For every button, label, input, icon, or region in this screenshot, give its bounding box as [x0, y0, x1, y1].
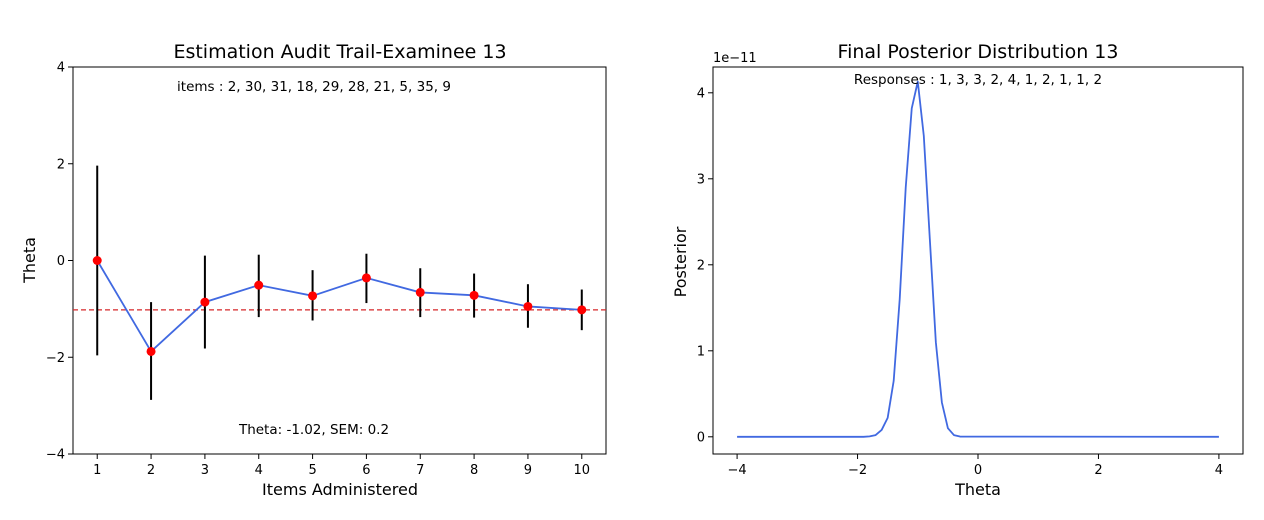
x-tick-label: 6	[362, 463, 370, 478]
responses-annotation: Responses : 1, 3, 3, 2, 4, 1, 2, 1, 1, 2	[854, 72, 1102, 88]
plot-area: −4 −2 0 2 4 0 1 2 3 4	[697, 80, 1223, 478]
y-tick-label: 1	[697, 344, 705, 359]
y-tick-label: 4	[697, 86, 705, 101]
x-tick-label: 8	[470, 463, 478, 478]
theta-point	[415, 287, 425, 297]
theta-line	[96, 260, 582, 353]
chart-title: Final Posterior Distribution 13	[838, 41, 1119, 63]
theta-point	[577, 305, 587, 315]
x-tick-label: 9	[524, 463, 532, 478]
chart-title: Estimation Audit Trail-Examinee 13	[173, 41, 506, 63]
theta-point	[523, 301, 533, 311]
x-tick-label: 5	[308, 463, 316, 478]
x-axis-label: Theta	[954, 480, 1001, 499]
x-tick-label: 10	[573, 463, 590, 478]
theta-point	[146, 346, 156, 356]
items-annotation: items : 2, 30, 31, 18, 29, 28, 21, 5, 35…	[177, 79, 451, 95]
x-tick-label: 3	[201, 463, 209, 478]
theta-point	[469, 290, 479, 300]
theta-point	[92, 256, 102, 265]
y-tick-label: −4	[46, 448, 65, 463]
x-tick-label: 4	[1215, 463, 1223, 478]
y-axis-label: Theta	[20, 237, 39, 284]
theta-point	[200, 297, 210, 307]
y-tick-label: 4	[57, 61, 65, 76]
x-tick-label: 1	[93, 463, 101, 478]
x-tick-label: 7	[416, 463, 424, 478]
x-tick-label: −4	[728, 463, 747, 478]
x-tick-label: −2	[848, 463, 867, 478]
y-tick-label: 0	[57, 254, 65, 269]
plot-area: 1 2 3 4 5 6 7 8 9 10 4 2 0 −2 −4	[46, 61, 606, 478]
posterior-line	[737, 80, 1219, 438]
y-tick-label: 2	[697, 258, 705, 273]
x-tick-label: 2	[147, 463, 155, 478]
posterior-chart: Final Posterior Distribution 13 −4 −2 0 2 4 0…	[671, 41, 1244, 499]
audit-trail-chart: Estimation Audit Trail-Examinee 13 1 2 3 4 5…	[20, 41, 607, 499]
theta-point	[361, 273, 371, 283]
x-tick-label: 2	[1094, 463, 1102, 478]
y-tick-label: −2	[46, 351, 65, 366]
x-tick-label: 4	[255, 463, 263, 478]
theta-point	[308, 291, 318, 301]
x-axis-label: Items Administered	[262, 480, 418, 499]
x-tick-label: 0	[974, 463, 982, 478]
y-tick-label: 0	[697, 430, 705, 445]
y-tick-label: 3	[697, 172, 705, 187]
theta-point	[254, 280, 264, 290]
plot-frame	[72, 66, 607, 455]
plot-frame	[712, 66, 1244, 455]
offset-text: 1e−11	[713, 51, 757, 66]
y-tick-label: 2	[57, 157, 65, 172]
theta-sem-annotation: Theta: -1.02, SEM: 0.2	[238, 422, 389, 438]
y-axis-label: Posterior	[671, 226, 690, 297]
